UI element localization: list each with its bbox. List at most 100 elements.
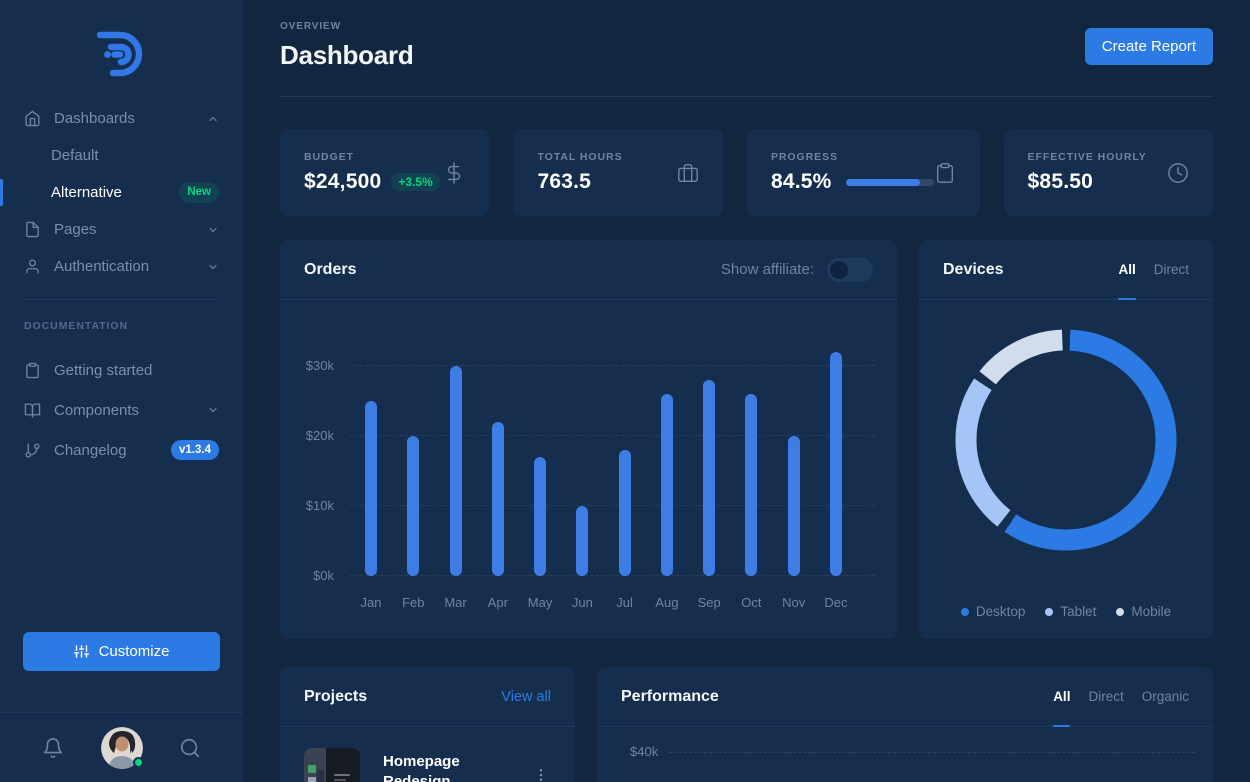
legend-dot: [1045, 607, 1054, 616]
xtick-label: May: [527, 595, 553, 610]
user-avatar[interactable]: [100, 726, 144, 769]
badge-v1.3.4: v1.3.4: [171, 439, 219, 461]
xtick-label: Sep: [697, 595, 721, 610]
sidebar-item-components[interactable]: Components: [0, 390, 243, 430]
search-button[interactable]: [179, 737, 201, 759]
stat-label: PROGRESS: [770, 151, 839, 163]
stat-card-total-hours: TOTAL HOURS 763.5: [513, 129, 723, 216]
orders-title: Orders: [304, 260, 357, 278]
bar-Sep: [703, 380, 716, 576]
badge-new: New: [179, 182, 219, 203]
stat-value: 763.5: [537, 170, 592, 193]
performance-tab-direct[interactable]: Direct: [1088, 689, 1124, 704]
xtick-label: Jun: [571, 595, 593, 610]
stat-card-body: PROGRESS 84.5%: [771, 151, 934, 194]
xtick-label: Feb: [402, 595, 425, 610]
sidebar-item-alternative[interactable]: Alternative New: [0, 174, 243, 211]
donut-segment-desktop: [955, 329, 1177, 551]
dashkit-logo[interactable]: [89, 22, 155, 86]
create-report-button[interactable]: Create Report: [1084, 27, 1213, 65]
gridline-$10k: [350, 505, 875, 506]
sidebar-divider: [24, 299, 219, 300]
devices-donut-chart: [954, 328, 1178, 552]
performance-gridline: [669, 752, 1195, 753]
devices-tabs: All Direct: [1118, 240, 1189, 300]
bell-icon: [43, 737, 63, 758]
home-icon: [25, 110, 40, 127]
sidebar-item-changelog[interactable]: Changelog v1.3.4: [0, 430, 243, 470]
devices-card: Devices All Direct Desktop Tablet Mobile: [919, 240, 1213, 639]
sidebar-item-authentication[interactable]: Authentication: [0, 248, 243, 285]
sidebar-item-label: Changelog: [54, 441, 127, 459]
xtick-label: Oct: [741, 595, 762, 610]
devices-legend: Desktop Tablet Mobile: [919, 604, 1213, 619]
xtick-label: Nov: [782, 595, 806, 610]
page-title: Dashboard: [280, 40, 414, 70]
stat-card-progress: PROGRESS 84.5%: [746, 129, 980, 216]
sidebar-item-default[interactable]: Default: [0, 137, 243, 174]
project-thumbnail-image: [304, 748, 360, 782]
chevron-down-icon: [209, 407, 217, 413]
notifications-button[interactable]: [42, 737, 64, 759]
sidebar-nav-main: Dashboards Default Alternative New Pages Auth…: [0, 100, 243, 285]
sidebar: Dashboards Default Alternative New Pages Auth…: [0, 0, 243, 782]
stat-label: EFFECTIVE HOURLY: [1027, 151, 1147, 163]
legend-item-tablet[interactable]: Tablet: [1045, 604, 1096, 619]
xtick-label: Aug: [655, 595, 679, 610]
sidebar-item-label: Getting started: [54, 361, 153, 379]
bar-Jul: [618, 450, 631, 576]
user-icon: [26, 259, 39, 274]
devices-card-header: Devices All Direct: [919, 240, 1213, 300]
stat-value-row: $24,500 +3.5%: [304, 170, 440, 194]
stat-card-body: BUDGET $24,500 +3.5%: [304, 151, 440, 194]
gridline-$0k: [350, 575, 875, 576]
view-all-link[interactable]: View all: [501, 688, 551, 705]
clipboard-icon: [26, 362, 39, 378]
bar-Dec: [829, 352, 842, 576]
xtick-label: Mar: [444, 595, 467, 610]
sidebar-item-getting-started[interactable]: Getting started: [0, 350, 243, 390]
chevron-up-icon: [209, 116, 217, 121]
affiliate-toggle[interactable]: [827, 257, 873, 282]
stat-value-row: $85.50: [1028, 170, 1147, 194]
devices-tab-direct[interactable]: Direct: [1153, 262, 1189, 277]
sidebar-item-pages[interactable]: Pages: [0, 211, 243, 248]
sidebar-item-label: Default: [51, 147, 99, 164]
performance-tab-organic[interactable]: Organic: [1141, 689, 1189, 704]
sidebar-nav-docs: Getting started Components Changelog v1.3.4: [0, 350, 243, 470]
project-list-item[interactable]: Homepage Redesign: [280, 727, 575, 782]
sidebar-bottom: Customize: [0, 632, 243, 782]
legend-item-desktop[interactable]: Desktop: [960, 604, 1025, 619]
bar-Mar: [449, 366, 462, 576]
sidebar-item-dashboards[interactable]: Dashboards: [0, 100, 243, 137]
bar-Nov: [787, 436, 800, 576]
donut-segment-tablet: [955, 329, 1177, 551]
progress-bar-fill: [845, 178, 920, 186]
chevron-down-icon: [209, 264, 217, 269]
performance-line-chart: $40k: [597, 727, 1213, 782]
xtick-label: Apr: [487, 595, 508, 610]
bar-Apr: [491, 422, 504, 576]
ytick-label: $30k: [305, 358, 334, 373]
book-open-icon: [24, 402, 41, 418]
stat-card-body: EFFECTIVE HOURLY $85.50: [1028, 151, 1147, 194]
sliders-icon: [73, 645, 89, 658]
xtick-label: Dec: [824, 595, 848, 610]
stat-value: 84.5%: [770, 170, 832, 193]
performance-tab-all[interactable]: All: [1053, 667, 1071, 727]
gridline-$30k: [350, 365, 875, 366]
bar-Jan: [365, 401, 377, 576]
avatar-image: [100, 726, 143, 769]
customize-button[interactable]: Customize: [23, 632, 220, 671]
active-indicator: [0, 179, 3, 206]
stat-card-body: TOTAL HOURS 763.5: [537, 151, 622, 194]
projects-card: Projects View all Homepage Redesign: [280, 667, 575, 782]
devices-tab-all[interactable]: All: [1118, 240, 1137, 300]
performance-card: Performance All Direct Organic $40k: [597, 667, 1213, 782]
project-options-button[interactable]: [531, 762, 551, 782]
legend-item-mobile[interactable]: Mobile: [1116, 604, 1171, 619]
stat-value: $85.50: [1027, 170, 1094, 193]
xtick-label: Jan: [360, 595, 382, 610]
performance-card-header: Performance All Direct Organic: [597, 667, 1213, 727]
